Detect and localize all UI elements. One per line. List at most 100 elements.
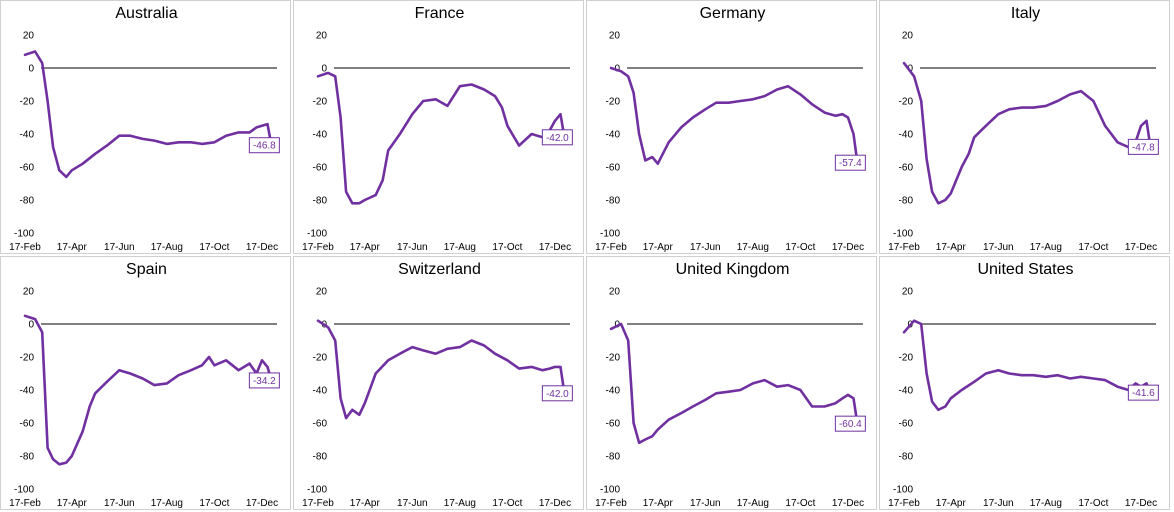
y-tick-label: 20 <box>23 287 35 298</box>
x-tick-label: 17-Aug <box>737 242 769 253</box>
x-tick-label: 17-Dec <box>539 242 571 253</box>
chart-panel: Australia 20 0 -20 -40 -60 -80 -100 17-Feb 17-Apr… <box>0 0 291 254</box>
x-tick-label: 17-Feb <box>302 498 334 509</box>
y-tick-label: -20 <box>313 353 328 364</box>
series-line <box>316 71 566 205</box>
series-line <box>609 66 859 165</box>
end-value-box <box>248 372 280 389</box>
y-tick-label: -100 <box>600 485 620 496</box>
y-tick-label: -80 <box>20 452 35 463</box>
x-tick-label: 17-Jun <box>397 242 428 253</box>
y-tick-label: -100 <box>14 229 34 240</box>
y-tick-label: 20 <box>902 287 914 298</box>
end-value-label: -42.0 <box>546 133 569 144</box>
series-line <box>609 322 859 445</box>
line-chart: Australia 20 0 -20 -40 -60 -80 -100 17-Feb 17-Apr… <box>9 5 280 253</box>
x-tick-label: 17-Dec <box>246 498 278 509</box>
end-value-box <box>834 415 866 432</box>
y-tick-label: -100 <box>307 485 327 496</box>
y-tick-label: -20 <box>899 353 914 364</box>
x-tick-label: 17-Aug <box>151 242 183 253</box>
end-value-box <box>248 137 280 154</box>
line-chart: France 20 0 -20 -40 -60 -80 -100 17-Feb 17-Apr 17-… <box>302 5 573 253</box>
y-tick-label: -80 <box>313 196 328 207</box>
x-tick-label: 17-Feb <box>9 498 41 509</box>
y-tick-label: -60 <box>20 163 35 174</box>
chart-title: United States <box>977 261 1073 278</box>
x-tick-label: 17-Jun <box>690 498 721 509</box>
series-line <box>316 319 566 420</box>
x-tick-label: 17-Jun <box>983 498 1014 509</box>
y-tick-label: -20 <box>20 353 35 364</box>
y-tick-label: -20 <box>20 97 35 108</box>
x-tick-label: 17-Dec <box>832 498 864 509</box>
series-line <box>23 314 273 466</box>
y-tick-label: -40 <box>313 130 328 141</box>
end-value-label: -34.2 <box>253 376 276 387</box>
chart-panel: Germany 20 0 -20 -40 -60 -80 -100 17-Feb 17-Apr 17… <box>586 0 877 254</box>
chart-title: Australia <box>115 5 177 22</box>
x-tick-label: 17-Aug <box>151 498 183 509</box>
y-tick-label: -80 <box>313 452 328 463</box>
x-tick-label: 17-Apr <box>936 242 967 253</box>
y-tick-label: 20 <box>23 31 35 42</box>
end-value-box <box>541 385 573 402</box>
x-tick-label: 17-Dec <box>832 242 864 253</box>
x-tick-label: 17-Jun <box>104 498 135 509</box>
x-tick-label: 17-Feb <box>888 242 920 253</box>
y-tick-label: -100 <box>307 229 327 240</box>
x-tick-label: 17-Aug <box>1030 498 1062 509</box>
x-tick-label: 17-Apr <box>643 242 674 253</box>
x-tick-label: 17-Jun <box>690 242 721 253</box>
end-value-label: -60.4 <box>839 419 862 430</box>
end-value-label: -46.8 <box>253 141 276 152</box>
end-value-box <box>541 129 573 146</box>
line-chart: Spain 20 0 -20 -40 -60 -80 -100 17-Feb 17-Apr 17-J… <box>9 261 280 509</box>
x-tick-label: 17-Aug <box>444 498 476 509</box>
x-tick-label: 17-Oct <box>785 498 815 509</box>
x-tick-label: 17-Apr <box>350 498 381 509</box>
y-tick-label: -40 <box>899 386 914 397</box>
y-tick-label: -60 <box>20 419 35 430</box>
y-tick-label: 0 <box>321 64 327 75</box>
x-tick-label: 17-Oct <box>785 242 815 253</box>
chart-title: Germany <box>700 5 766 22</box>
chart-panel: France 20 0 -20 -40 -60 -80 -100 17-Feb 17-Apr 17-… <box>293 0 584 254</box>
y-tick-label: -100 <box>893 485 913 496</box>
x-tick-label: 17-Aug <box>444 242 476 253</box>
series-line <box>23 50 273 179</box>
end-value-label: -57.4 <box>839 158 862 169</box>
series-line <box>902 61 1152 205</box>
y-tick-label: -80 <box>606 452 621 463</box>
y-tick-label: -60 <box>313 419 328 430</box>
x-tick-label: 17-Dec <box>539 498 571 509</box>
y-tick-label: -100 <box>14 485 34 496</box>
y-tick-label: 20 <box>609 287 621 298</box>
y-tick-label: -80 <box>899 196 914 207</box>
y-tick-label: -60 <box>899 163 914 174</box>
x-tick-label: 17-Apr <box>936 498 967 509</box>
chart-title: Italy <box>1011 5 1040 22</box>
x-tick-label: 17-Feb <box>888 498 920 509</box>
end-value-label: -42.0 <box>546 389 569 400</box>
x-tick-label: 17-Oct <box>1078 242 1108 253</box>
y-tick-label: 20 <box>316 287 328 298</box>
y-tick-label: -100 <box>600 229 620 240</box>
x-tick-label: 17-Feb <box>595 498 627 509</box>
x-tick-label: 17-Apr <box>57 242 88 253</box>
chart-panel: Italy 20 0 -20 -40 -60 -80 -100 17-Feb 17-Apr 17-J… <box>879 0 1170 254</box>
y-tick-label: 20 <box>316 31 328 42</box>
y-tick-label: -40 <box>313 386 328 397</box>
x-tick-label: 17-Oct <box>492 498 522 509</box>
line-chart: Italy 20 0 -20 -40 -60 -80 -100 17-Feb 17-Apr 17-J… <box>888 5 1159 253</box>
y-tick-label: 0 <box>907 64 913 75</box>
y-tick-label: 0 <box>28 320 34 331</box>
y-tick-label: 0 <box>28 64 34 75</box>
chart-panel: Switzerland 20 0 -20 -40 -60 -80 -100 17-Feb 17-A… <box>293 256 584 510</box>
x-tick-label: 17-Aug <box>1030 242 1062 253</box>
chart-panel: Spain 20 0 -20 -40 -60 -80 -100 17-Feb 17-Apr 17-J… <box>0 256 291 510</box>
